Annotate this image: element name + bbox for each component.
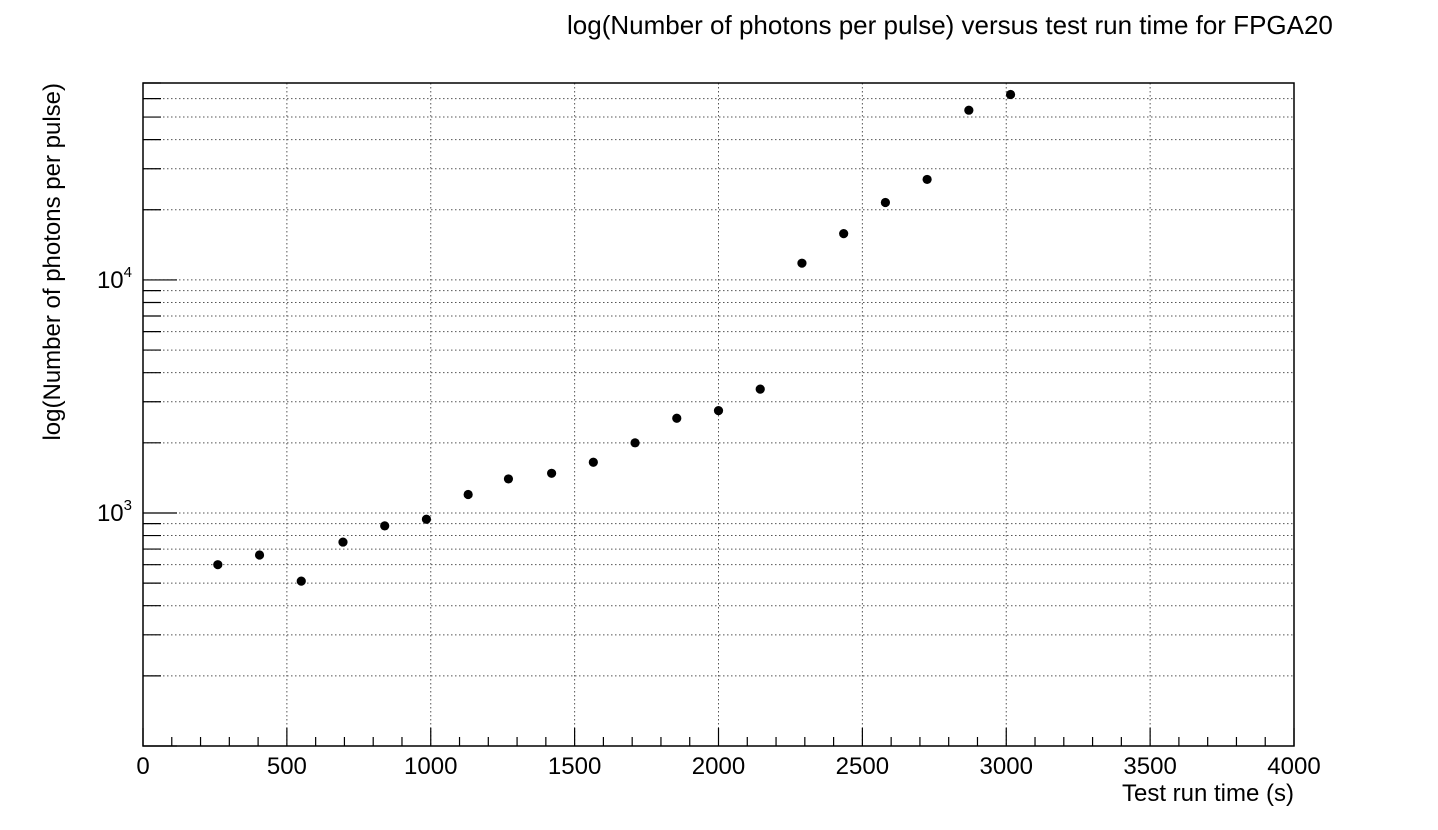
data-point: [421, 514, 432, 524]
x-tick-label: 0: [136, 753, 149, 780]
data-point: [922, 174, 932, 185]
x-tick-label: 3000: [980, 753, 1033, 780]
x-tick-label: 4000: [1267, 753, 1320, 780]
data-point: [1005, 89, 1016, 100]
y-tick-label: 103: [97, 497, 132, 527]
data-point: [338, 537, 348, 547]
data-point: [964, 105, 974, 115]
y-axis-label: log(Number of photons per pulse): [39, 83, 66, 441]
data-point: [755, 384, 765, 394]
data-point: [380, 521, 390, 531]
plot-frame: [142, 82, 1295, 747]
data-point: [839, 229, 849, 239]
data-point: [588, 457, 598, 467]
y-tick-labels: 103 104: [97, 264, 132, 527]
x-tick-label: 1000: [404, 753, 457, 780]
data-point: [713, 405, 724, 416]
x-tick-labels: 0 500 1000 1500 2000 2500 3000 3500 4000: [136, 753, 1320, 780]
x-tick-label: 2000: [692, 753, 745, 780]
grid: [143, 83, 1294, 746]
y-tick-label: 104: [97, 264, 132, 294]
data-point: [213, 560, 223, 570]
x-tick-label: 500: [267, 753, 307, 780]
data-point: [254, 550, 265, 560]
data-point: [503, 474, 514, 484]
data-point: [296, 576, 306, 586]
data-point: [672, 413, 682, 423]
chart-title: log(Number of photons per pulse) versus …: [567, 10, 1333, 40]
x-tick-label: 3500: [1123, 753, 1176, 780]
x-axis-label: Test run time (s): [1122, 780, 1294, 807]
data-point: [547, 468, 557, 478]
data-point: [630, 438, 640, 448]
data-point: [880, 197, 890, 208]
x-tick-label: 2500: [836, 753, 889, 780]
data-points: [213, 89, 1016, 586]
data-point: [797, 258, 807, 268]
x-tick-label: 1500: [548, 753, 601, 780]
data-point: [463, 489, 473, 500]
